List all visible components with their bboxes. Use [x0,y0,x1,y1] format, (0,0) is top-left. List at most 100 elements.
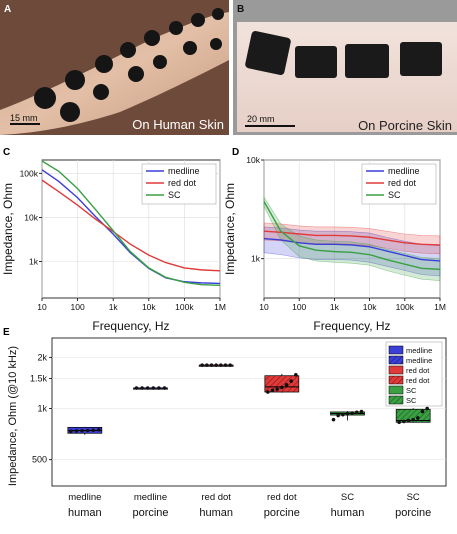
panel-label-c: C [3,147,10,158]
y-tick-label: 500 [32,455,47,465]
y-axis-label: Impedance, Ohm (@10 kHz) [7,346,19,486]
data-point [134,386,139,390]
legend-swatch [388,395,404,405]
forearm [0,12,229,135]
data-point [85,428,90,433]
legend-swatch [388,375,404,385]
panel-label-b: B [237,4,244,15]
x-tick-label: 10k [363,302,377,312]
x-tick-label: 10k [142,302,156,312]
panel-label-d: D [232,147,239,158]
data-point [284,382,289,387]
data-point [289,379,293,383]
data-point [145,386,150,390]
category-label: medline [134,492,167,503]
y-tick-label: 1k [251,254,261,264]
legend-label: red dot [168,178,197,188]
data-point [140,386,144,390]
photo-b: B 20 mm On Porcine Skin [233,0,457,135]
data-point [91,428,96,433]
data-point [416,416,420,420]
legend-label: medline [406,346,432,355]
caption-a: On Human Skin [132,117,224,132]
legend: medline red dot SC [141,163,217,205]
category-sublabel: porcine [395,507,431,519]
legend-swatch [388,365,404,375]
data-point [74,429,79,433]
legend-label: medline [168,166,200,176]
x-axis-label: Frequency, Hz [313,319,390,333]
data-point [355,410,359,415]
caption-b: On Porcine Skin [358,118,452,133]
data-point [411,417,415,422]
category-label: red dot [201,492,231,503]
data-point [406,418,411,423]
category-label: SC [407,492,420,503]
data-point [294,372,298,377]
legend-swatch [388,345,404,355]
data-point [359,409,364,414]
data-point [97,427,101,432]
series-line-SC [41,160,221,287]
x-tick-label: 100 [292,302,306,312]
x-tick-label: 10 [259,302,269,312]
legend-label: red dot [388,178,417,188]
category-sublabel: porcine [264,507,300,519]
data-point [214,363,218,367]
legend-label: SC [406,386,417,395]
series-line-SC [263,201,441,271]
category-label: SC [341,492,354,503]
legend: medline red dot SC [361,163,437,205]
category-sublabel: porcine [132,507,168,519]
data-point [425,406,429,411]
x-tick-label: 1k [109,302,119,312]
x-tick-label: 10 [37,302,47,312]
data-point [266,390,270,394]
x-tick-label: 100k [396,302,415,312]
data-point [402,419,406,424]
series-line-red-dot [263,230,441,246]
legend-label: red dot [406,366,430,375]
data-point [205,363,209,367]
panel-label-e: E [3,327,10,338]
x-tick-label: 100k [175,302,194,312]
y-axis-label: Impedance, Ohm [223,183,237,275]
y-axis-label: Impedance, Ohm [1,183,15,275]
legend-label: SC [168,190,181,200]
legend-label: red dot [406,376,430,385]
chart-c: 10 100 1k 10k 100k 1M 1k 10k 100k medline red dot S… [1,159,226,333]
data-point [270,388,275,393]
x-tick-label: 1M [434,302,446,312]
series-line-medline [41,169,221,285]
chart-d: 10 100 1k 10k 100k 1M 1k 10k medline red dot SC Fre… [223,155,446,333]
series-line-red-dot [41,179,221,272]
data-point [350,411,354,415]
category-label: red dot [267,492,297,503]
category-sublabel: human [68,507,102,519]
photo-a: A 15 mm On Human Skin [0,0,229,135]
data-point [345,412,350,416]
legend-box [141,163,217,205]
y-tick-label: 2k [37,352,47,362]
y-tick-label: 10k [246,155,260,165]
box-3 [264,375,300,393]
legend-swatch [388,355,404,365]
y-tick-label: 10k [24,212,38,222]
plot-frame [51,337,447,487]
data-point [397,420,401,425]
data-point [200,363,204,367]
data-point [228,363,232,367]
legend-label: medline [406,356,432,365]
data-point [219,363,223,367]
data-point [157,386,161,390]
scale-label-a: 15 mm [10,113,38,123]
y-tick-label: 1k [29,257,39,267]
data-point [80,428,84,433]
band-SC [263,196,441,281]
data-point [280,385,284,390]
x-tick-label: 100 [71,302,85,312]
data-point [209,363,214,367]
electrode-dots [34,8,224,122]
electrode-squares [245,31,442,78]
